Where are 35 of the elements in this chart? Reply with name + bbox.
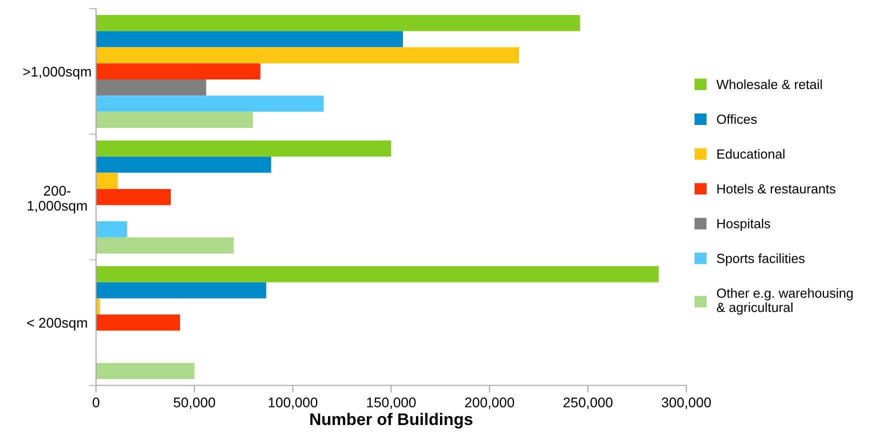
y-tick-label: 200- 1,000sqm [28,186,87,214]
x-tick-label: 0 [92,398,100,408]
legend-label: Sports facilities [716,253,805,266]
bar [96,221,128,238]
legend-label: Other e.g. warehousing & agricultural [716,288,853,315]
bar [96,96,324,112]
legend-label: Hospitals [717,218,770,231]
bar [96,47,520,64]
x-tick-label: 50,000 [174,398,216,410]
bar [96,282,266,298]
x-axis-title: Number of Buildings [310,412,472,429]
bar [96,172,118,189]
bar [96,63,260,80]
x-tick-label: 250,000 [564,398,612,410]
bar [96,80,206,96]
bar [96,266,659,282]
bar [96,362,194,380]
legend-label: Wholesale & retail [716,79,822,90]
y-tick-label: >1,000sqm [23,66,91,80]
bar [96,112,253,128]
legend-label: Hotels & restaurants [717,184,836,194]
x-tick-label: 300,000 [662,398,711,410]
x-tick-label: 100,000 [268,398,318,410]
bar [96,31,403,48]
bar [96,188,171,206]
x-tick-label: 200,000 [465,398,514,410]
bar [96,237,234,254]
bar [96,156,272,173]
bar [96,140,392,157]
y-tick-label: < 200sqm [27,318,87,330]
legend-label: Offices [716,114,757,124]
legend-label: Educational [717,149,784,159]
x-tick-label: 150,000 [367,398,416,410]
bar [96,14,580,32]
bar [96,314,180,331]
